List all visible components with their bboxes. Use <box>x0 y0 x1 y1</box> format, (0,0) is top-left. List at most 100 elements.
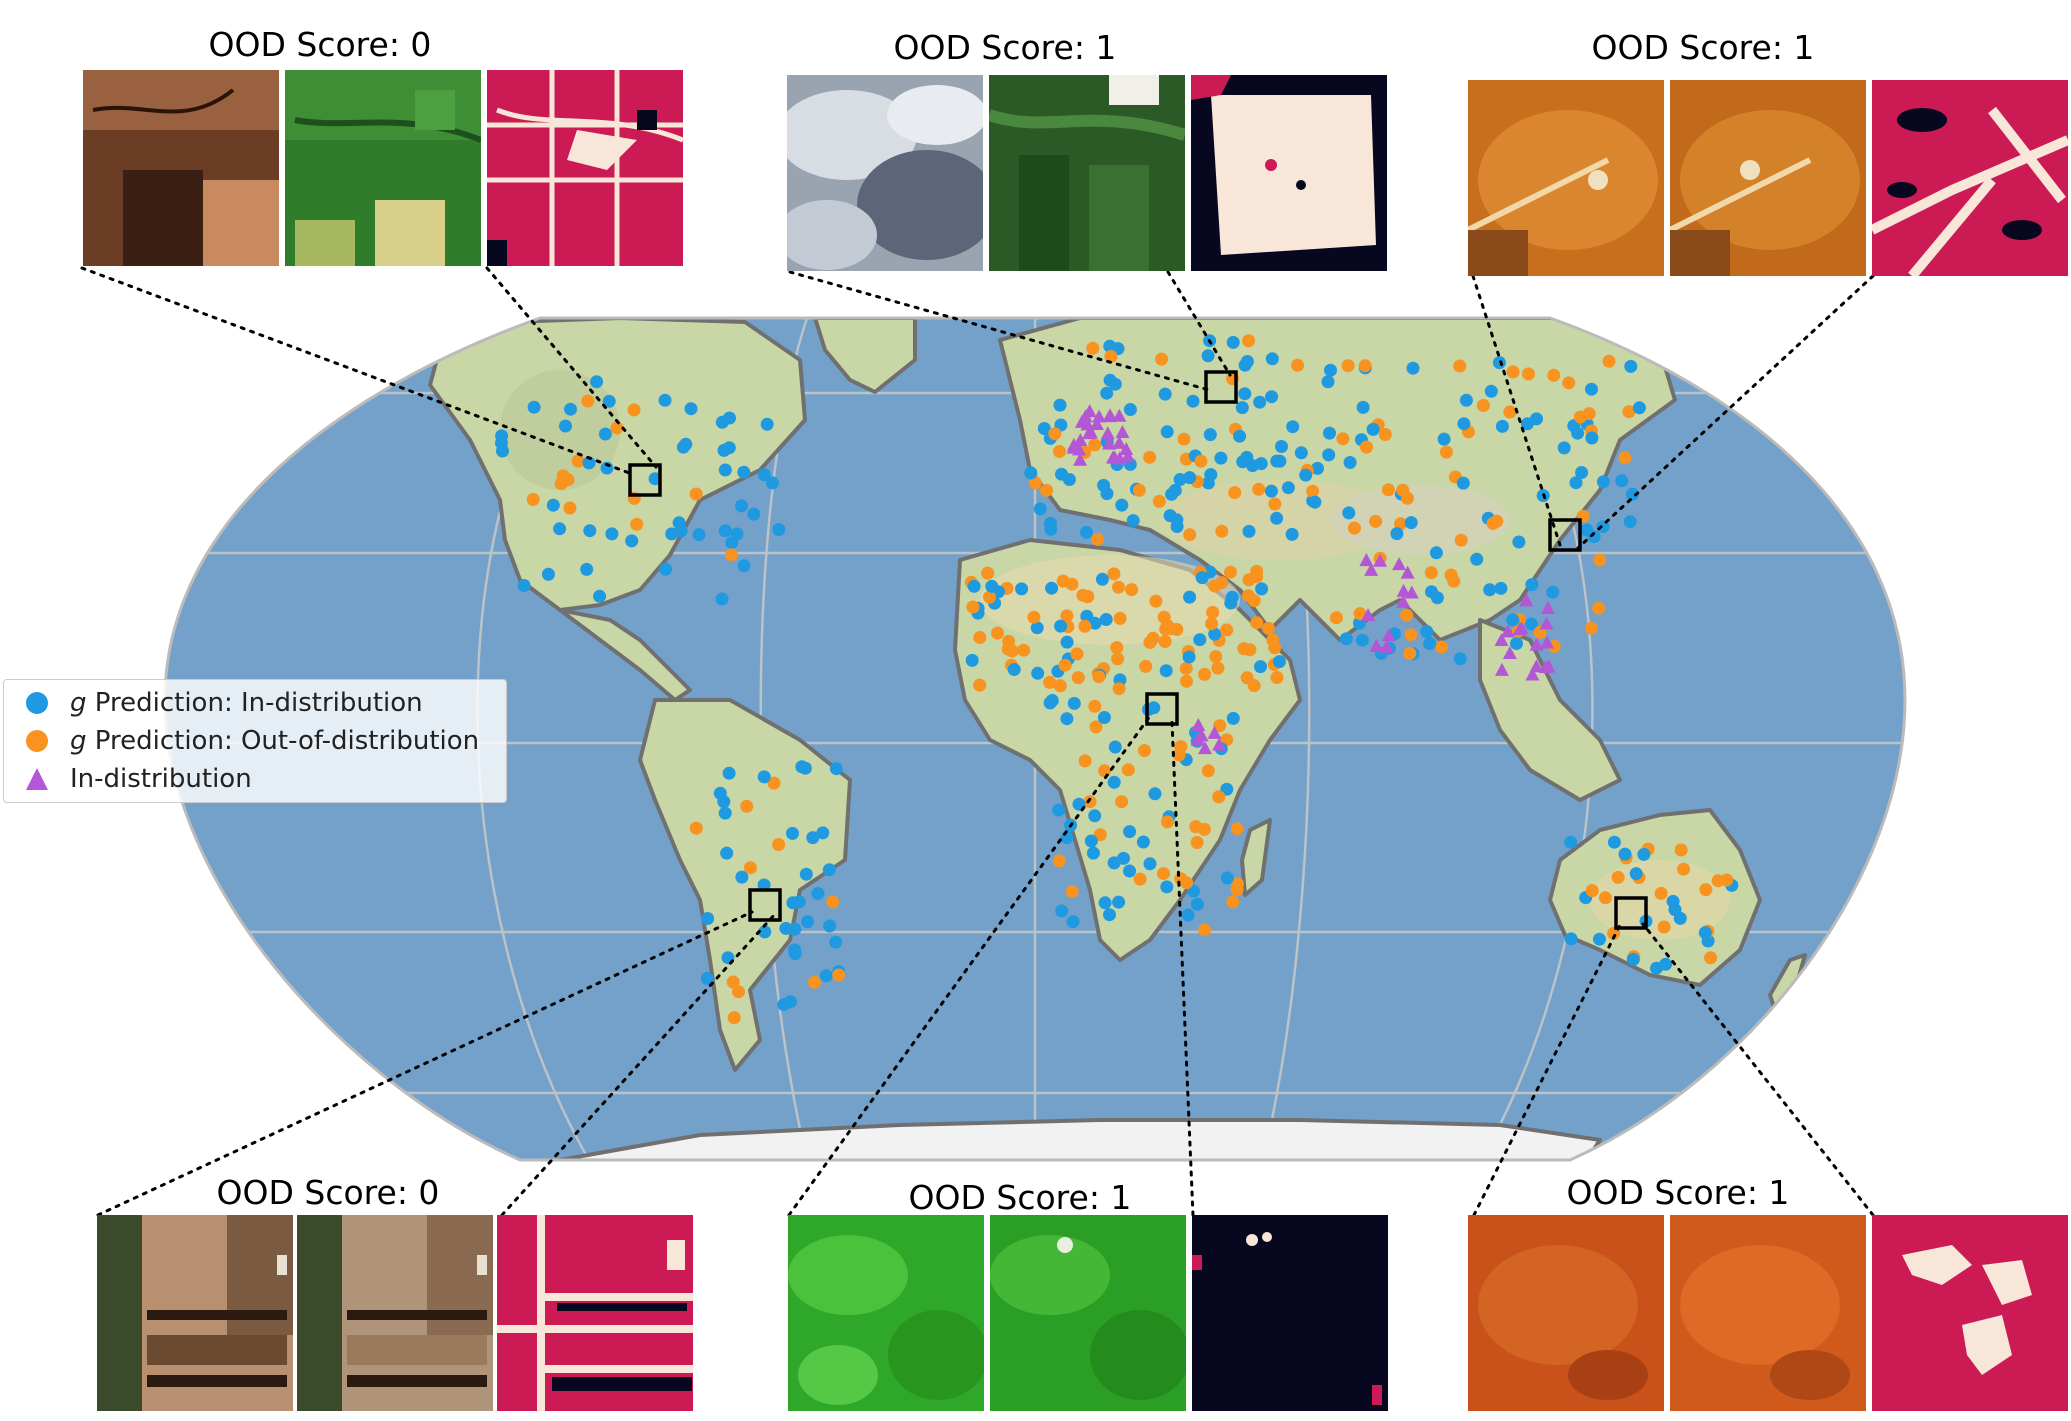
tile-top-left-input-dark <box>83 70 279 266</box>
sample-point <box>701 912 715 925</box>
sample-points <box>495 334 1739 1025</box>
tile-top-right-input-1 <box>1468 80 1664 276</box>
sample-point <box>1575 466 1589 479</box>
sample-point <box>1228 486 1242 500</box>
tile-bottom-left-input-1 <box>97 1215 293 1411</box>
sample-point <box>1070 647 1084 661</box>
sample-point <box>1107 775 1121 789</box>
orange-circle-icon <box>26 730 48 752</box>
sample-point <box>1071 671 1085 685</box>
sample-point <box>1159 664 1173 678</box>
sample-point <box>627 403 641 417</box>
sample-point <box>630 517 644 531</box>
sample-point <box>1272 655 1286 669</box>
sample-point <box>1699 883 1713 897</box>
sample-point <box>715 592 729 606</box>
sample-point <box>1585 884 1599 898</box>
sample-triangle <box>1361 607 1376 621</box>
panel-title-top-middle: OOD Score: 1 <box>893 28 1117 67</box>
sample-point <box>559 419 572 433</box>
sample-point <box>1088 438 1102 452</box>
sample-point <box>1403 646 1417 660</box>
sample-point <box>1088 809 1102 823</box>
sample-triangle <box>1112 408 1127 422</box>
tile-bottom-middle-mask <box>1192 1215 1388 1411</box>
sample-point <box>1366 422 1380 436</box>
sample-triangle <box>1207 725 1222 739</box>
sample-point <box>1084 834 1098 848</box>
sample-point <box>1005 644 1019 658</box>
tile-bottom-left-input-2 <box>297 1215 493 1411</box>
sample-point <box>1062 473 1076 486</box>
sample-point <box>1048 427 1062 441</box>
sample-point <box>563 501 577 515</box>
sample-point <box>808 975 821 989</box>
sample-point <box>1161 815 1174 829</box>
sample-point <box>1177 432 1191 446</box>
sample-point <box>1262 621 1275 635</box>
sample-point <box>1180 674 1193 688</box>
sample-point <box>1459 393 1473 407</box>
sample-point <box>1250 570 1264 584</box>
sample-point <box>737 465 751 479</box>
sample-point <box>553 522 567 536</box>
sample-point <box>1220 623 1234 637</box>
sample-point <box>700 972 714 985</box>
sample-point <box>1470 552 1484 566</box>
sample-point <box>966 600 980 614</box>
sample-point <box>658 393 672 407</box>
sample-point <box>1476 399 1490 412</box>
sample-point <box>1204 468 1218 482</box>
sample-point <box>1213 719 1227 733</box>
sample-point <box>1060 635 1074 649</box>
sample-point <box>625 534 639 548</box>
sample-point <box>1281 481 1295 495</box>
panel-title-top-right: OOD Score: 1 <box>1591 28 1815 67</box>
sample-triangle <box>1073 433 1088 447</box>
tile-bottom-right-mask <box>1872 1215 2068 1411</box>
sample-point <box>788 947 802 961</box>
sample-point <box>1226 895 1240 909</box>
sample-point <box>1240 355 1254 368</box>
sample-point <box>724 548 738 562</box>
sample-point <box>1625 487 1639 501</box>
sample-point <box>679 437 693 451</box>
sample-point <box>1294 446 1308 460</box>
sample-triangle <box>1072 442 1087 456</box>
sample-point <box>717 443 731 457</box>
sample-point <box>1506 365 1520 379</box>
sample-point <box>1208 627 1222 641</box>
sample-point <box>1255 582 1269 596</box>
sample-point <box>1254 457 1268 471</box>
sample-point <box>1270 511 1284 525</box>
sample-point <box>744 861 757 875</box>
sample-point <box>1028 476 1042 490</box>
sample-point <box>1424 566 1438 580</box>
sample-point <box>1099 613 1113 626</box>
sample-point <box>1240 671 1254 685</box>
sample-point <box>1155 352 1169 366</box>
sample-triangle <box>1400 565 1415 579</box>
sample-point <box>1189 820 1203 834</box>
sample-point <box>1506 613 1520 627</box>
sample-point <box>973 631 987 644</box>
sample-point <box>1266 633 1280 647</box>
sample-point <box>1623 515 1637 529</box>
sample-triangle <box>1541 601 1556 615</box>
location-box-bottom-middle <box>1145 692 1179 726</box>
sample-point <box>1454 533 1468 547</box>
sample-triangle <box>1100 426 1115 440</box>
sample-point <box>1360 440 1373 454</box>
sample-point <box>717 795 731 809</box>
sample-point <box>1437 432 1451 446</box>
sample-point <box>1174 872 1188 886</box>
sample-triangle <box>1074 414 1089 428</box>
sample-point <box>1494 581 1508 595</box>
sample-point <box>1080 609 1094 623</box>
sample-point <box>1201 764 1215 778</box>
sample-point <box>1027 610 1041 624</box>
tile-bottom-middle-input-1 <box>788 1215 984 1411</box>
sample-point <box>1404 628 1418 642</box>
sample-point <box>1236 455 1250 469</box>
